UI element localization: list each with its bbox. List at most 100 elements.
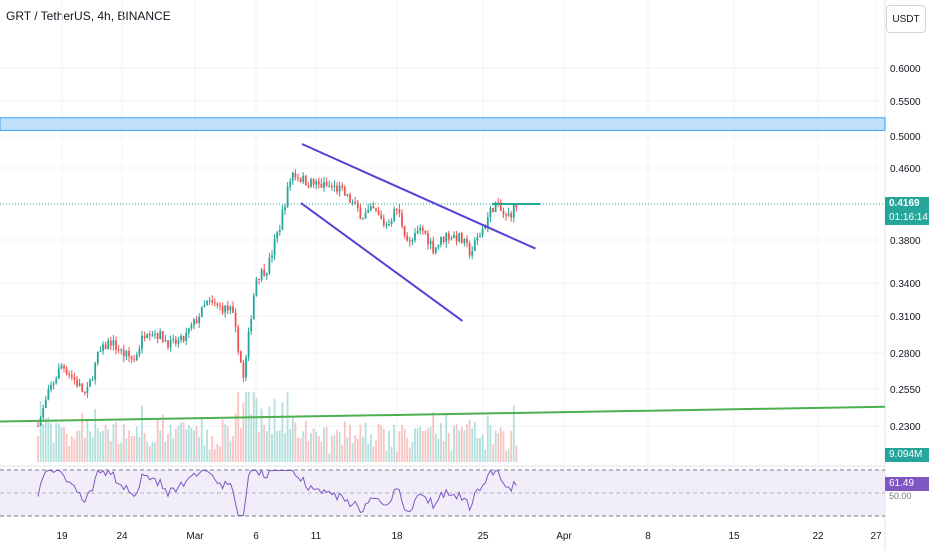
candle-body — [63, 365, 65, 369]
volume-bar — [73, 438, 76, 462]
volume-bar — [505, 451, 507, 462]
candle-body — [265, 273, 268, 276]
volume-bar — [44, 418, 47, 462]
candle-body — [76, 379, 78, 387]
volume-bar — [125, 438, 128, 462]
candle-body — [463, 239, 466, 244]
candle-body — [99, 351, 102, 353]
candle-body — [125, 350, 128, 357]
time-tick-label: Apr — [556, 531, 572, 542]
candle-body — [198, 316, 201, 323]
volume-bar — [440, 423, 442, 462]
volume-bar — [133, 435, 136, 462]
candle-body — [250, 319, 253, 332]
volume-bar — [112, 424, 115, 462]
candle-body — [252, 295, 255, 320]
candle-body — [148, 333, 151, 336]
candle-body — [453, 234, 455, 239]
volume-bar — [476, 438, 479, 462]
wedge-upper-line[interactable] — [301, 143, 536, 250]
volume-bar — [497, 433, 500, 462]
candle-body — [81, 383, 84, 392]
candle-body — [271, 255, 273, 258]
candle-body — [307, 185, 310, 187]
candle-body — [281, 210, 284, 230]
wedge-lower-line[interactable] — [300, 202, 464, 322]
volume-bar — [138, 436, 141, 462]
candle-body — [159, 331, 162, 339]
volume-bar — [109, 441, 112, 462]
volume-bar — [60, 427, 63, 462]
volume-bar — [219, 446, 221, 462]
candle-body — [44, 399, 47, 408]
candle-body — [180, 335, 182, 341]
volume-bar — [120, 442, 123, 462]
candle-body — [320, 183, 323, 188]
candle-body — [486, 217, 489, 228]
candle-body — [447, 233, 450, 240]
volume-bar — [239, 427, 242, 462]
candle-body — [219, 305, 221, 307]
volume-bar — [479, 437, 481, 462]
candle-body — [135, 354, 138, 361]
candle-body — [515, 204, 518, 208]
chart-title: GRT / TetherUS, 4h, BINANCE — [6, 9, 171, 23]
volume-bar — [442, 441, 445, 462]
volume-bar — [216, 443, 219, 462]
candle-body — [182, 335, 185, 342]
volume-bar — [135, 426, 138, 462]
time-tick-label: 24 — [116, 531, 128, 542]
candle-body — [336, 185, 338, 192]
volume-bar — [154, 442, 156, 462]
candle-body — [247, 331, 250, 358]
time-tick-label: 15 — [728, 531, 740, 542]
volume-bar — [336, 429, 338, 462]
candle-body — [328, 185, 331, 187]
volume-bar — [211, 436, 214, 462]
candle-body — [104, 344, 107, 350]
volume-bar — [291, 417, 294, 462]
candle-body — [388, 223, 390, 225]
volume-bar — [315, 431, 318, 462]
candle-body — [437, 244, 440, 248]
volume-bar — [385, 450, 388, 462]
price-axis-labels: 0.6000 0.5500 0.5000 0.4600 0.3800 0.3400 0.31… — [890, 64, 921, 433]
candle-body — [346, 194, 349, 196]
volume-bar — [346, 437, 349, 462]
volume-bar — [252, 392, 255, 462]
candle-body — [375, 208, 377, 211]
countdown-tag: 01:16:14 — [885, 211, 929, 225]
volume-bar — [169, 424, 172, 462]
candle-body — [226, 305, 229, 311]
volume-bar — [206, 429, 208, 462]
volume-bars — [37, 392, 518, 462]
price-tick-label: 0.3100 — [890, 312, 921, 323]
volume-bar — [510, 430, 513, 462]
candle-body — [356, 202, 359, 209]
volume-bar — [320, 441, 323, 462]
volume-bar — [42, 423, 45, 462]
volume-bar — [271, 433, 273, 462]
volume-bar — [424, 431, 427, 462]
candle-body — [445, 233, 448, 243]
candle-body — [338, 185, 341, 192]
candle-body — [232, 306, 234, 313]
candle-body — [276, 232, 279, 239]
candle-body — [200, 306, 203, 317]
resistance-zone[interactable] — [0, 117, 886, 131]
volume-bar — [382, 428, 385, 462]
volume-bar — [229, 440, 232, 462]
candle-body — [102, 344, 104, 352]
volume-bar — [182, 422, 185, 462]
currency-button[interactable]: USDT — [886, 5, 926, 33]
grid — [0, 0, 885, 520]
volume-bar — [351, 443, 354, 462]
candle-body — [304, 175, 307, 186]
support-trendline[interactable] — [0, 405, 886, 423]
volume-bar — [91, 437, 94, 462]
price-tick-label: 0.4600 — [890, 164, 921, 175]
candle-body — [260, 269, 263, 280]
candle-body — [245, 357, 247, 378]
price-tick-label: 0.2800 — [890, 349, 921, 360]
